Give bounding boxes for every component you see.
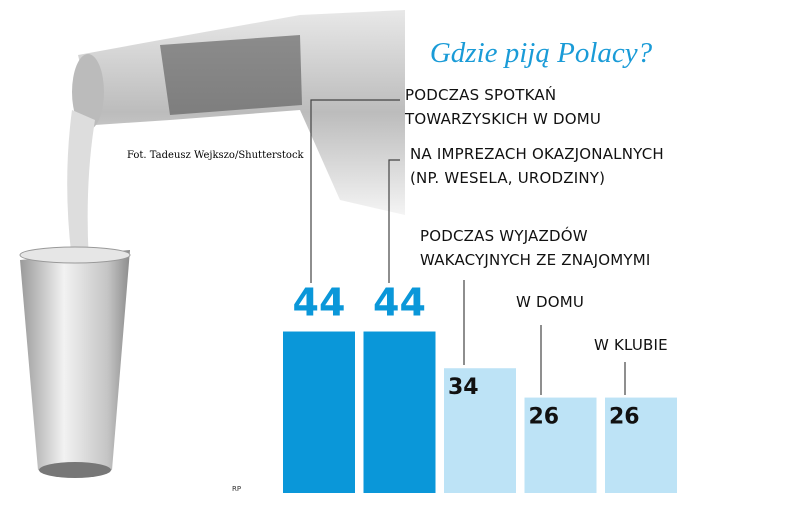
category-label: W KLUBIE (594, 336, 668, 354)
leader-lines (310, 99, 626, 395)
source: RP (232, 485, 241, 493)
bar (444, 368, 516, 493)
photo-credit: Fot. Tadeusz Wejkszo/Shutterstock (127, 150, 305, 161)
category-label: W DOMU (516, 293, 585, 311)
value-label: 44 (293, 281, 346, 325)
value-label: 26 (609, 405, 640, 430)
bar (283, 331, 355, 493)
chart-title: Gdzie piją Polacy? (430, 37, 653, 69)
bar (363, 331, 436, 493)
value-label: 26 (529, 405, 560, 430)
bar (605, 397, 677, 493)
category-label: PODCZAS SPOTKAŃ TOWARZYSKICH W DOMU (405, 86, 602, 128)
value-label: 34 (448, 375, 479, 400)
category-label: NA IMPREZACH OKAZJONALNYCH (NP. WESELA, … (410, 145, 664, 187)
value-label: 44 (373, 281, 426, 325)
bar (524, 397, 597, 493)
photo (19, 10, 405, 478)
category-label: PODCZAS WYJAZDÓW WAKACYJNYCH ZE ZNAJOMYM… (420, 227, 651, 269)
